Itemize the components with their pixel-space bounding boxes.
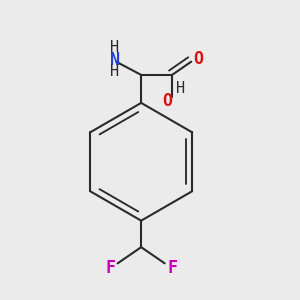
Text: F: F bbox=[167, 259, 177, 277]
Text: H: H bbox=[176, 81, 185, 96]
Text: H: H bbox=[110, 64, 119, 80]
Text: F: F bbox=[105, 259, 115, 277]
Text: O: O bbox=[163, 92, 173, 110]
Text: O: O bbox=[194, 50, 204, 68]
Text: N: N bbox=[110, 51, 120, 69]
Text: H: H bbox=[110, 40, 119, 55]
